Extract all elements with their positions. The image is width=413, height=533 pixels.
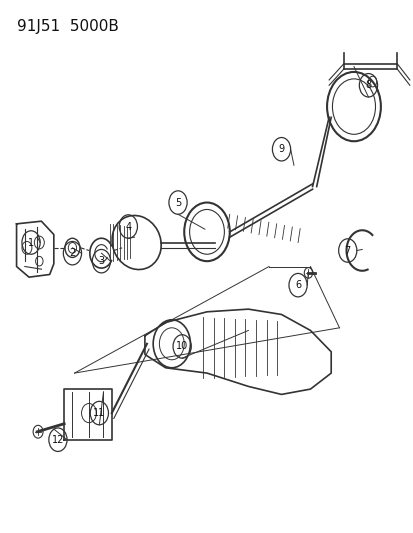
Text: 4: 4 [125,222,131,231]
Text: 2: 2 [69,248,76,258]
Text: 5: 5 [174,198,181,207]
Text: 6: 6 [294,280,300,290]
Text: 1: 1 [28,238,34,247]
Text: 11: 11 [93,408,105,418]
Text: 91J51  5000B: 91J51 5000B [17,19,118,34]
Circle shape [304,268,312,278]
Text: 8: 8 [365,80,370,90]
Text: 10: 10 [176,342,188,351]
Text: 9: 9 [278,144,284,154]
Text: 7: 7 [344,246,350,255]
Text: 12: 12 [52,435,64,445]
Circle shape [33,425,43,438]
Text: 3: 3 [98,256,104,266]
